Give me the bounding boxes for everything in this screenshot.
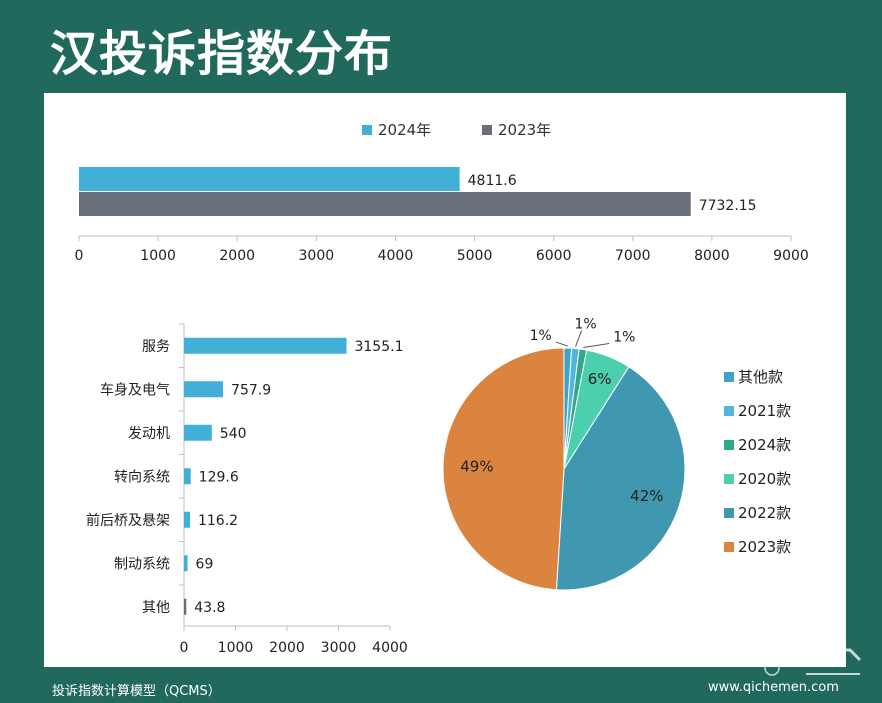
x-tick-label: 9000: [773, 248, 809, 264]
pie-legend-swatch: [724, 508, 734, 518]
category-bar: [184, 424, 212, 441]
category-bar: [184, 468, 191, 485]
category-bar: [184, 598, 187, 615]
pie-legend-swatch: [724, 372, 734, 382]
x-tick-label: 3000: [321, 640, 357, 656]
legend-swatch-2023: [482, 125, 492, 135]
bar-value-label: 116.2: [198, 513, 238, 529]
category-label: 车身及电气: [100, 381, 170, 398]
x-tick-label: 1000: [140, 248, 176, 264]
bar-value-label: 129.6: [199, 469, 239, 485]
bar-value-label: 43.8: [194, 600, 225, 616]
chart-panel: 2024年 2023年 4811.6 7732.15 0 1000 2000 3000 40…: [44, 93, 846, 667]
category-bar: [184, 555, 188, 572]
legend-label-2024: 2024年: [378, 121, 431, 139]
category-label: 转向系统: [114, 469, 170, 485]
pie-data-label: 42%: [630, 487, 663, 505]
pie-legend-label: 2023款: [738, 538, 791, 556]
pie-leader-line: [583, 343, 610, 349]
x-tick-label: 3000: [299, 248, 335, 264]
pie-chart: 1% 1% 1% 6% 42% 49%: [442, 317, 686, 591]
qichemen-logo-watermark: [764, 648, 862, 676]
page-title: 汉投诉指数分布: [50, 26, 394, 82]
pie-legend-swatch: [724, 440, 734, 450]
category-bar-chart: 服务 3155.1 车身及电气 757.9 发动机 540 转向系统 129.6 前后桥及悬架 1…: [86, 323, 408, 656]
pie-data-label: 6%: [588, 370, 612, 388]
category-label: 发动机: [128, 426, 170, 442]
pie-slice-2022款: [555, 366, 686, 591]
bar-value-label: 757.9: [231, 382, 271, 398]
pie-legend-swatch: [724, 542, 734, 552]
pie-legend-label: 2021款: [738, 402, 791, 420]
pie-legend-label: 2022款: [738, 504, 791, 522]
bar-2024年: [79, 167, 460, 191]
bar-value-label: 540: [220, 426, 247, 442]
bar-value-label: 7732.15: [699, 198, 757, 214]
pie-legend-label: 2024款: [738, 436, 791, 454]
pie-slice-2023款: [442, 347, 565, 591]
x-tick-label: 2000: [219, 248, 255, 264]
x-tick-label: 8000: [694, 248, 730, 264]
category-label: 制动系统: [114, 556, 170, 572]
pie-data-label: 49%: [460, 457, 493, 475]
pie-data-label: 1%: [613, 330, 635, 346]
bar-value-label: 69: [196, 556, 214, 572]
x-tick-label: 6000: [536, 248, 572, 264]
pie-legend-label: 其他款: [738, 368, 783, 386]
bar-2023年: [79, 192, 691, 216]
footer-model-name: 投诉指数计算模型（QCMS）: [52, 684, 221, 699]
x-tick-label: 7000: [615, 248, 651, 264]
bar-value-label: 4811.6: [468, 173, 517, 189]
legend-label-2023: 2023年: [498, 121, 551, 139]
pie-legend: 其他款 2021款 2024款 2020款 2022款 2023款: [724, 368, 791, 556]
x-tick-label: 0: [180, 640, 189, 656]
charts-canvas: 2024年 2023年 4811.6 7732.15 0 1000 2000 3000 40…: [75, 121, 809, 656]
x-tick-label: 0: [75, 248, 84, 264]
legend-swatch-2024: [362, 125, 372, 135]
pie-leader-line: [555, 341, 569, 347]
category-bar: [184, 511, 190, 528]
x-tick-label: 4000: [378, 248, 414, 264]
category-bar: [184, 337, 347, 354]
pie-data-label: 1%: [530, 328, 552, 344]
category-label: 服务: [142, 339, 170, 355]
top-legend: 2024年 2023年: [362, 121, 551, 139]
x-tick-label: 5000: [457, 248, 493, 264]
category-label: 前后桥及悬架: [86, 512, 170, 529]
top-bar-chart: 4811.6 7732.15 0 1000 2000 3000 4000 5000 6000 70…: [75, 167, 809, 264]
category-label: 其他: [142, 600, 170, 616]
x-tick-label: 1000: [218, 640, 254, 656]
pie-data-label: 1%: [574, 317, 596, 333]
category-bar: [184, 381, 224, 398]
pie-leader-line: [575, 330, 583, 347]
x-tick-label: 4000: [372, 640, 408, 656]
pie-legend-swatch: [724, 474, 734, 484]
bar-value-label: 3155.1: [354, 339, 403, 355]
pie-legend-swatch: [724, 406, 734, 416]
pie-legend-label: 2020款: [738, 470, 791, 488]
x-tick-label: 2000: [269, 640, 305, 656]
footer-website: www.qichemen.com: [708, 680, 839, 695]
